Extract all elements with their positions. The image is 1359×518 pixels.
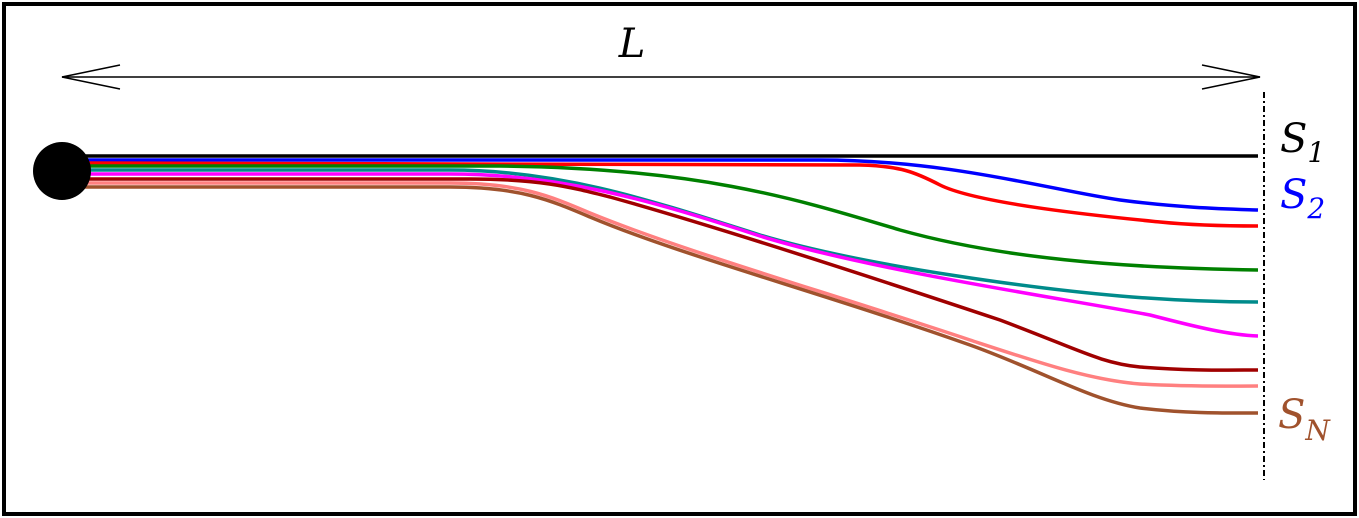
label-sn-sub: N [1304,414,1331,447]
curve-pink [75,181,1259,388]
label-sn-base: S [1278,392,1305,438]
curve-green [75,164,1259,272]
curve-darkred [75,177,1259,372]
label-s2-sub: 2 [1306,192,1325,225]
label-sn: SN [1278,392,1331,447]
length-label: L [618,21,646,67]
label-s2: S2 [1280,172,1325,225]
label-s1-base: S [1280,116,1307,162]
label-s2-base: S [1280,172,1307,218]
curve-red [74,161,1259,228]
source-dot [33,142,91,200]
curve-s2 [75,158,1259,212]
curve-teal [75,168,1259,304]
curves-group [74,154,1259,415]
length-arrow [61,64,1261,90]
label-s1: S1 [1280,116,1325,169]
curve-magenta [75,172,1259,338]
curve-sn [75,185,1259,415]
label-s1-sub: 1 [1307,136,1325,169]
